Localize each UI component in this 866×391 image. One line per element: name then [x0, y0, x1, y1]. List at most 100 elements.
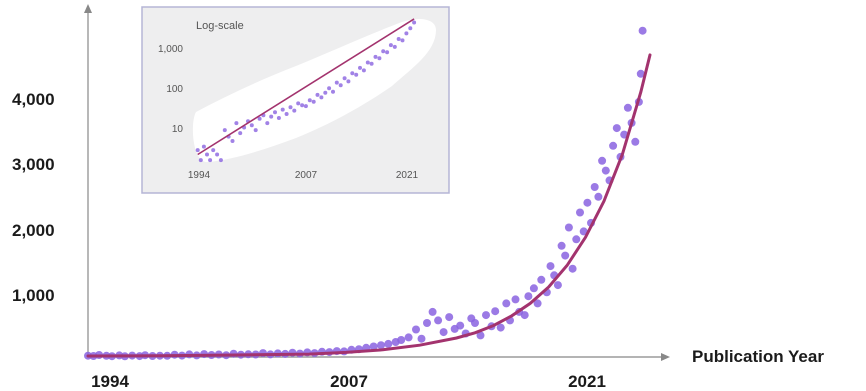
main-data-point	[561, 251, 570, 260]
inset-data-point	[331, 89, 335, 94]
inset-data-point	[234, 121, 239, 126]
x-tick-label-2021: 2021	[568, 372, 606, 391]
inset-data-point	[319, 95, 324, 100]
inset-data-point	[358, 65, 362, 70]
main-data-point	[397, 336, 406, 344]
main-data-point	[476, 331, 485, 340]
inset-data-point	[338, 83, 343, 88]
inset-chart: Log-scale 10 100 1,000 1994 2007 2021	[141, 6, 450, 194]
inset-confidence-band	[192, 18, 436, 163]
main-data-point	[631, 137, 640, 146]
inset-data-point	[346, 79, 351, 84]
main-data-point	[529, 284, 538, 293]
inset-data-point	[211, 148, 216, 153]
inset-data-point	[249, 123, 254, 128]
main-data-point	[612, 124, 621, 133]
y-tick-label-3000: 3,000	[12, 155, 55, 174]
inset-data-point	[280, 107, 285, 112]
inset-data-point	[404, 31, 409, 36]
inset-data-point	[230, 139, 235, 143]
inset-y-tick-1000: 1,000	[158, 44, 183, 55]
inset-data-point	[327, 86, 332, 91]
inset-data-point	[273, 110, 277, 115]
inset-trend-line	[197, 18, 415, 156]
inset-data-point	[412, 20, 417, 25]
inset-data-point	[265, 121, 270, 126]
main-data-point	[583, 198, 592, 207]
inset-data-point	[198, 158, 203, 163]
x-tick-label-2007: 2007	[330, 372, 368, 391]
inset-data-point	[218, 158, 223, 163]
inset-data-point	[222, 128, 227, 133]
main-data-point	[576, 208, 584, 217]
main-data-point	[557, 241, 566, 250]
main-data-point	[564, 223, 573, 232]
main-data-point	[423, 319, 431, 327]
inset-data-point	[311, 99, 316, 104]
inset-data-point	[361, 68, 366, 73]
main-data-point	[533, 299, 542, 308]
inset-data-point	[257, 116, 262, 121]
inset-y-tick-10: 10	[172, 124, 184, 135]
main-data-point	[377, 341, 385, 350]
main-data-point	[636, 69, 645, 78]
main-chart: 1,000 2,000 3,000 4,000 1994 2007 2021 P…	[12, 4, 824, 391]
inset-data-point	[238, 131, 243, 136]
main-data-point	[537, 275, 546, 284]
inset-data-point	[323, 90, 328, 95]
inset-x-tick-1994: 1994	[188, 170, 211, 181]
main-data-point	[496, 323, 505, 332]
main-data-point	[579, 227, 588, 236]
main-data-point	[553, 281, 562, 290]
inset-data-point	[373, 54, 378, 59]
main-data-point	[412, 325, 420, 334]
main-data-point	[369, 342, 378, 351]
main-data-point	[601, 166, 610, 175]
main-data-point	[471, 319, 479, 327]
main-data-point	[520, 311, 529, 320]
inset-data-point	[253, 128, 258, 133]
y-tick-label-2000: 2,000	[12, 221, 55, 240]
inset-data-point	[315, 92, 320, 97]
main-data-point	[623, 103, 632, 112]
main-data-point	[590, 183, 599, 191]
inset-data-point	[307, 98, 312, 103]
inset-data-point	[284, 112, 289, 116]
inset-data-point	[215, 152, 220, 157]
x-axis-title: Publication Year	[692, 347, 824, 366]
main-data-point	[434, 316, 443, 325]
inset-data-point	[205, 152, 209, 157]
inset-data-point	[288, 105, 293, 110]
main-data-point	[417, 334, 426, 343]
inset-data-point	[303, 104, 308, 109]
inset-data-point	[269, 114, 274, 119]
main-data-point	[456, 321, 465, 330]
inset-data-point	[276, 116, 281, 120]
inset-data-point	[385, 50, 390, 55]
inset-data-point	[388, 43, 393, 48]
y-tick-label-4000: 4,000	[12, 90, 55, 109]
main-data-point	[445, 313, 454, 322]
inset-data-point	[350, 71, 355, 76]
y-tick-label-1000: 1,000	[12, 286, 55, 305]
main-data-point	[598, 156, 607, 165]
main-data-point	[502, 299, 511, 308]
main-data-point	[524, 292, 533, 301]
inset-data-point	[208, 158, 213, 163]
inset-data-point	[392, 44, 397, 49]
main-data-point	[572, 235, 581, 244]
inset-data-point	[195, 148, 200, 153]
inset-data-point	[400, 38, 405, 43]
inset-data-point	[342, 76, 347, 81]
main-data-point	[638, 26, 647, 35]
inset-data-point	[408, 26, 413, 31]
inset-data-point	[396, 37, 401, 41]
inset-data-point	[296, 101, 301, 106]
x-axis-arrow	[661, 353, 670, 361]
inset-data-point	[365, 60, 370, 65]
main-trend-line	[86, 53, 652, 358]
inset-data-point	[377, 56, 382, 61]
inset-data-point	[381, 49, 386, 54]
main-data-point	[491, 307, 500, 316]
